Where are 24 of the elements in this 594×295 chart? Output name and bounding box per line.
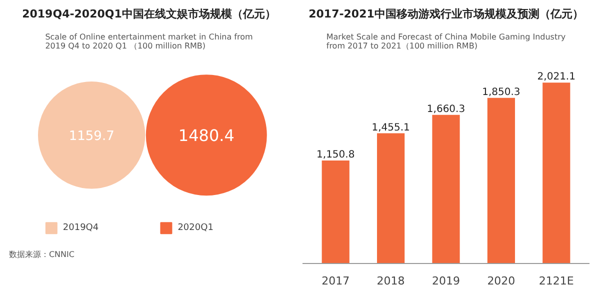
data-label: 1,455.1 <box>372 122 410 134</box>
source-note: 数据来源：CNNIC <box>8 250 75 260</box>
data-label: 1159.7 <box>68 129 114 144</box>
data-label: 1,850.3 <box>482 86 520 98</box>
chart-subtitle: Market Scale and Forecast of China Mobile Gaming Industry from 2017 to 2021（100 million RMB) <box>326 32 566 50</box>
category-label: 2020Q1 <box>178 223 214 234</box>
bar <box>487 98 515 264</box>
data-label: 1480.4 <box>178 126 234 146</box>
bar <box>542 82 570 264</box>
bar <box>432 114 460 264</box>
data-label: 2,021.1 <box>537 72 576 83</box>
text: 2019Q4-2020Q1中国在线文娱市场规模（亿元） <box>22 8 276 20</box>
x-tick-label: 2020 <box>487 274 516 288</box>
x-tick-label: 2019 <box>432 274 460 288</box>
chart-title: 2017-2021中国移动游戏行业市场规模及预测（亿元） <box>308 8 584 20</box>
x-tick-label: 2017 <box>322 274 350 288</box>
data-label: 1,150.8 <box>316 150 355 161</box>
bar <box>322 160 350 264</box>
data-label: 1,660.3 <box>426 104 466 115</box>
bar <box>377 133 405 264</box>
x-tick-label: 2121E <box>538 274 574 288</box>
x-tick-label: 2018 <box>376 274 405 288</box>
category-label: 2019Q4 <box>62 223 99 234</box>
text: Scale of Online entertainment market in China from 2019 Q4 to 2020 Q1 （100 million RMB) <box>45 32 253 50</box>
